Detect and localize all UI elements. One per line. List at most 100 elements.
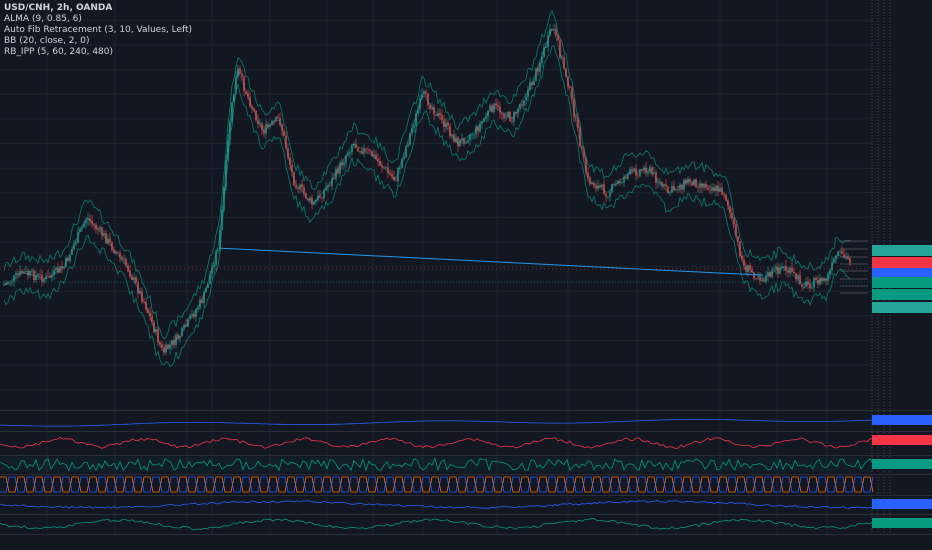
candle-body <box>211 267 213 275</box>
candle-body <box>799 275 801 285</box>
candle-body <box>633 168 635 172</box>
candle-body <box>401 158 403 168</box>
candle-body <box>351 145 353 153</box>
candle-body <box>83 223 85 227</box>
candle-body <box>241 73 243 77</box>
candle-body <box>559 40 561 58</box>
candle-body <box>333 178 335 180</box>
candle-body <box>207 284 209 289</box>
candle-body <box>135 277 137 283</box>
candle-body <box>273 120 275 122</box>
candle-body <box>183 324 185 328</box>
candle-body <box>369 150 371 152</box>
candle-body <box>657 182 659 184</box>
candle-body <box>47 275 49 277</box>
candle-body <box>107 238 109 244</box>
candle-body <box>237 68 239 77</box>
candle-body <box>173 340 175 345</box>
candle-body <box>353 144 355 146</box>
candle-body <box>155 329 157 333</box>
time-axis[interactable] <box>0 534 874 550</box>
candle-body <box>99 227 101 230</box>
candle-body <box>3 284 5 286</box>
indicator-line <box>0 418 874 427</box>
candle-body <box>825 278 827 281</box>
candle-body <box>389 172 391 174</box>
candle-body <box>441 114 443 120</box>
candle-body <box>815 277 817 281</box>
indicator-bb[interactable]: BB (20, close, 2, 0) <box>4 36 90 46</box>
candle-body <box>365 148 367 150</box>
candle-body <box>325 187 327 190</box>
candle-body <box>623 176 625 183</box>
pane-value-tag <box>872 459 932 469</box>
candle-body <box>459 139 461 147</box>
candle-body <box>123 258 125 260</box>
candle-body <box>631 169 633 172</box>
indicator-alma[interactable]: ALMA (9, 0.85, 6) <box>4 14 82 24</box>
candle-body <box>791 267 793 273</box>
candle-body <box>549 29 551 36</box>
candle-body <box>733 218 735 224</box>
candle-body <box>341 162 343 166</box>
candle-body <box>699 183 701 188</box>
candle-body <box>131 276 133 280</box>
pane-value-tag <box>872 415 932 425</box>
candle-body <box>93 223 95 225</box>
candle-body <box>75 242 77 245</box>
chart-legend: USD/CNH, 2h, OANDA ALMA (9, 0.85, 6) Aut… <box>4 3 192 58</box>
candle-body <box>197 307 199 310</box>
candle-body <box>171 340 173 345</box>
candle-body <box>89 218 91 221</box>
candle-body <box>203 292 205 303</box>
candle-body <box>723 194 725 196</box>
candle-body <box>289 157 291 165</box>
candle-body <box>655 172 657 183</box>
candle-body <box>753 272 755 279</box>
candle-body <box>23 271 25 274</box>
candle-body <box>601 184 603 188</box>
candle-body <box>715 185 717 192</box>
candle-body <box>227 140 229 161</box>
price-tag <box>872 277 932 288</box>
candle-body <box>551 29 553 31</box>
candle-body <box>443 119 445 127</box>
candle-body <box>181 327 183 337</box>
alma-line <box>3 28 851 353</box>
candle-body <box>455 137 457 143</box>
candle-body <box>397 168 399 182</box>
candle-body <box>439 112 441 115</box>
candle-body <box>167 344 169 349</box>
candle-body <box>565 68 567 77</box>
candle-body <box>17 273 19 275</box>
candle-body <box>345 155 347 163</box>
candle-body <box>843 254 845 258</box>
candle-body <box>493 103 495 113</box>
candle-body <box>447 122 449 127</box>
candle-body <box>647 171 649 174</box>
candle-body <box>253 108 255 111</box>
candle-body <box>327 185 329 188</box>
candle-body <box>611 184 613 192</box>
candle-body <box>739 241 741 257</box>
candle-body <box>483 118 485 122</box>
candle-body <box>287 148 289 158</box>
candle-body <box>489 105 491 111</box>
candle-body <box>495 103 497 106</box>
candle-body <box>9 282 11 284</box>
indicator-autofib[interactable]: Auto Fib Retracement (3, 10, Values, Lef… <box>4 25 193 35</box>
candle-body <box>517 109 519 114</box>
candle-body <box>821 277 823 281</box>
candle-body <box>503 113 505 119</box>
pane-value-tag <box>872 518 932 528</box>
symbol-title[interactable]: USD/CNH, 2h, OANDA <box>4 3 113 13</box>
candle-body <box>673 185 675 191</box>
candle-body <box>413 125 415 129</box>
candle-body <box>827 274 829 281</box>
indicator-rbipp[interactable]: RB_IPP (5, 60, 240, 480) <box>4 47 114 57</box>
candle-body <box>735 223 737 237</box>
candle-body <box>635 168 637 176</box>
candle-body <box>569 86 571 88</box>
